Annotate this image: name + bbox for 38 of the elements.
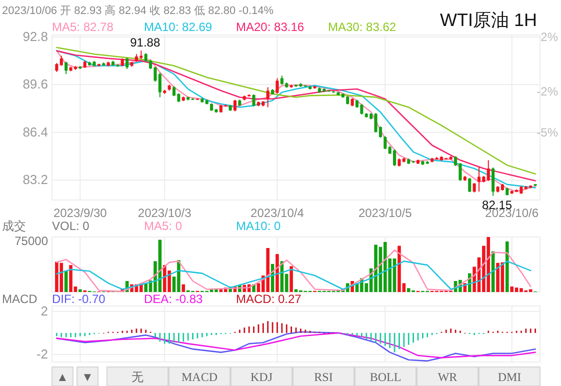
text: MACD [181,370,218,384]
y2-tick-label: -5% [536,125,558,140]
text: ▲ [56,370,68,384]
y-tick-label: 89.6 [22,76,48,92]
y-tick-label: 83.2 [22,172,48,188]
text: 75000 [14,234,48,248]
x-tick-label: 2023/10/4 [250,206,304,220]
text: 2023/10/06 开 82.93 高 82.94 收 82.83 低 82.80 -0.14% [2,4,274,17]
text: MA5: 0 [144,219,182,233]
text: RSI [314,370,333,384]
y-tick-label: 86.4 [22,124,48,140]
text: MA20: 83.16 [236,20,304,34]
series-label: MA5: 82.78 [52,20,114,34]
y2-tick-label: -2% [536,84,558,98]
text: KDJ [250,370,273,384]
text: ▼ [82,370,94,384]
text: DIF: -0.70 [52,292,106,306]
y2-tick-label: 2% [540,30,558,44]
text: WR [438,370,458,384]
x-tick-label: 2023/9/30 [53,206,108,220]
text: DEA: -0.83 [144,292,204,306]
y-tick-label: 92.8 [22,28,48,44]
x-tick-label: 2023/10/3 [138,206,192,220]
text: MA30: 83.62 [328,20,396,34]
x-tick-label: 2023/10/5 [358,206,412,220]
y-axis-title: MACD [2,292,38,306]
y-tick-label: 2 [40,303,48,318]
y-axis-title: 成交 [2,219,26,233]
text: MA10: 0 [236,219,282,233]
text: VOL: 0 [52,219,90,233]
series-label: MACD: 0.27 [236,292,302,306]
text: DMI [498,370,522,384]
chart-title: WTI原油 1H [440,10,537,30]
text: BOLL [370,370,402,384]
annotation: 91.88 [130,36,160,50]
text: MA10: 82.69 [144,20,212,34]
text: 无 [132,370,144,384]
y-tick-label: -2 [36,346,48,362]
